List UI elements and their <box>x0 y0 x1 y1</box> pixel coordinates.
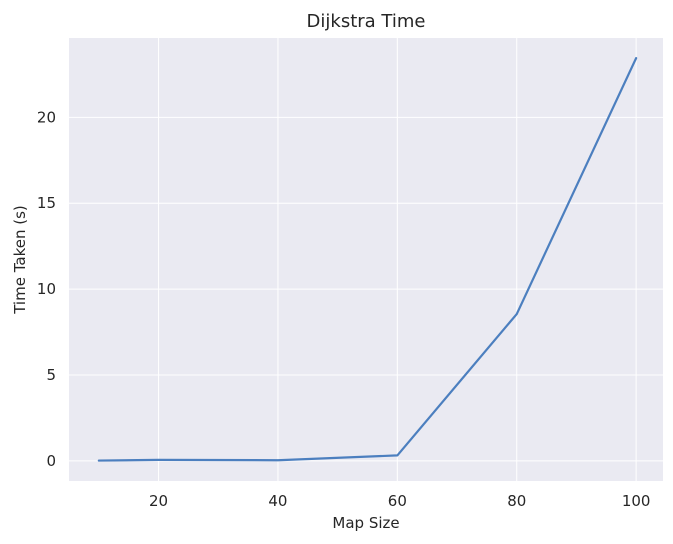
grid <box>69 38 663 481</box>
x-tick-label: 60 <box>388 492 407 510</box>
y-tick-label: 0 <box>46 452 56 470</box>
y-axis-label: Time Taken (s) <box>11 205 29 315</box>
y-tick-label: 15 <box>37 194 56 212</box>
y-tick-label: 10 <box>37 280 56 298</box>
ticks: 20 40 60 80 100 0 5 10 15 20 <box>37 108 651 510</box>
x-axis-label: Map Size <box>332 514 399 532</box>
series-line-1 <box>97 56 638 462</box>
x-tick-label: 100 <box>622 492 651 510</box>
series-layer <box>97 56 638 462</box>
y-tick-label: 20 <box>37 108 56 126</box>
x-tick-label: 80 <box>507 492 526 510</box>
chart-title: Dijkstra Time <box>307 11 426 32</box>
x-tick-label: 20 <box>149 492 168 510</box>
y-tick-label: 5 <box>46 366 56 384</box>
plot-area <box>69 38 663 481</box>
x-tick-label: 40 <box>268 492 287 510</box>
